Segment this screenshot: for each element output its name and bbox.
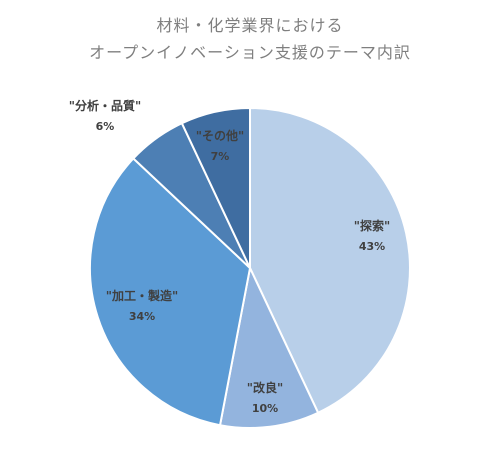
slice-percent-1: 10%	[252, 402, 278, 415]
slice-percent-2: 34%	[129, 310, 155, 323]
pie-slice-4	[180, 106, 251, 269]
chart-title-line2: オープンイノベーション支援のテーマ内訳	[89, 43, 411, 62]
slice-percent-4: 7%	[211, 150, 230, 163]
pie-slice-0	[249, 106, 411, 415]
slice-label-0: "探索"	[354, 218, 391, 233]
slice-label-4: "その他"	[196, 128, 245, 143]
pie-slice-1	[218, 264, 320, 430]
slice-percent-3: 6%	[96, 120, 115, 133]
slice-label-2: "加工・製造"	[106, 288, 179, 303]
slice-label-1: "改良"	[247, 380, 284, 395]
pie-slice-2	[89, 157, 252, 427]
slice-label-3: "分析・品質"	[69, 98, 142, 113]
slice-percent-0: 43%	[359, 240, 385, 253]
chart-title-line1: 材料・化学業界における	[156, 16, 344, 35]
